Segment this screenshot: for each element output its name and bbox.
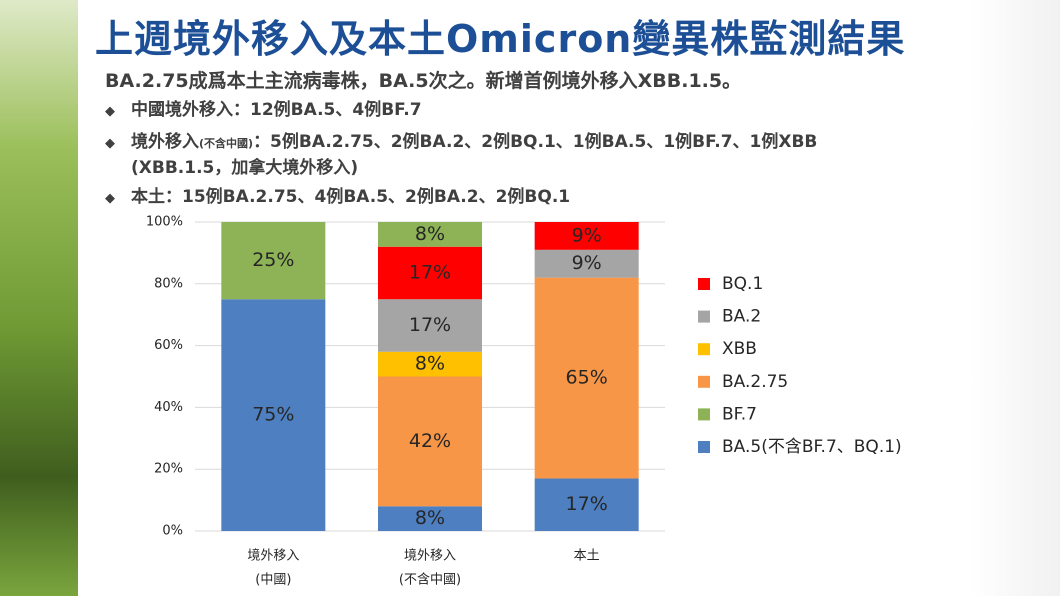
y-tick-label: 80% — [154, 276, 183, 291]
bar-segment — [534, 277, 639, 479]
y-tick-label: 60% — [154, 338, 183, 353]
legend-swatch — [698, 310, 710, 323]
data-label: 65% — [566, 367, 608, 389]
slide-title: 上週境外移入及本土Omicron變異株監測結果 — [95, 17, 906, 61]
legend-label: BA.2.75 — [722, 372, 788, 392]
bullet-text: ：5例BA.2.75、2例BA.2、2例BQ.1、1例BA.5、1例BF.7、1… — [253, 132, 818, 152]
bar-segment — [378, 376, 482, 507]
bar-segment — [378, 222, 482, 247]
x-tick-label: (中國) — [255, 573, 291, 588]
bar-segment — [378, 506, 482, 531]
y-tick-label: 40% — [154, 400, 183, 415]
legend-label: BA.5(不含BF.7、BQ.1) — [722, 437, 902, 457]
slide-subtitle: BA.2.75成爲本土主流病毒株，BA.5次之。新增首例境外移入XBB.1.5。 — [105, 70, 742, 92]
data-label: 8% — [415, 507, 445, 529]
data-label: 25% — [252, 249, 294, 271]
bullet-text: (不含中國) — [199, 137, 254, 150]
bar-segment — [534, 478, 639, 531]
data-label: 17% — [409, 314, 451, 336]
bullet-text: (XBB.1.5，加拿大境外移入) — [131, 158, 359, 178]
bar-segment — [378, 351, 482, 377]
bar-segment — [534, 249, 639, 278]
legend-label: BF.7 — [722, 404, 757, 424]
legend-swatch — [698, 441, 710, 453]
x-tick-label: (不含中國) — [399, 572, 461, 588]
data-label: 17% — [566, 493, 608, 515]
data-label: 8% — [415, 353, 445, 375]
data-label: 8% — [415, 223, 445, 245]
data-label: 75% — [252, 404, 294, 426]
bullet: ◆ 中國境外移入：12例BA.5、4例BF.7 — [105, 100, 422, 120]
decoration — [970, 0, 1060, 596]
bullet-text: 中國境外移入：12例BA.5、4例BF.7 — [131, 100, 422, 120]
x-tick-label: 本土 — [574, 549, 600, 564]
legend-swatch — [698, 278, 710, 290]
legend-label: BA.2 — [722, 307, 761, 327]
legend-label: XBB — [722, 339, 757, 359]
y-tick-label: 0% — [162, 524, 183, 539]
bar-segment — [534, 222, 639, 250]
legend-swatch — [698, 375, 710, 388]
x-tick-label: 境外移入 — [404, 549, 456, 564]
y-tick-label: 100% — [146, 215, 183, 230]
x-tick-label: 境外移入 — [247, 549, 299, 564]
data-label: 17% — [409, 261, 451, 283]
y-tick-label: 20% — [154, 462, 183, 477]
bar-segment — [378, 299, 482, 352]
legend-swatch — [698, 408, 710, 421]
bullet: ◆ 境外移入(不含中國)：5例BA.2.75、2例BA.2、2例BQ.1、1例BA… — [105, 132, 818, 178]
decoration — [0, 0, 78, 596]
legend-label: BQ.1 — [722, 274, 763, 294]
bullet-text: 境外移入 — [131, 132, 199, 152]
bar-segment — [221, 299, 326, 531]
bullet: ◆ 本土：15例BA.2.75、4例BA.5、2例BA.2、2例BQ.1 — [105, 187, 571, 207]
bullet-text: 本土：15例BA.2.75、4例BA.5、2例BA.2、2例BQ.1 — [131, 187, 571, 207]
bar-segment — [378, 246, 482, 300]
bar-segment — [221, 222, 326, 300]
data-label: 9% — [572, 252, 602, 274]
data-label: 42% — [409, 430, 451, 452]
legend-swatch — [698, 343, 710, 356]
data-label: 9% — [572, 224, 602, 246]
